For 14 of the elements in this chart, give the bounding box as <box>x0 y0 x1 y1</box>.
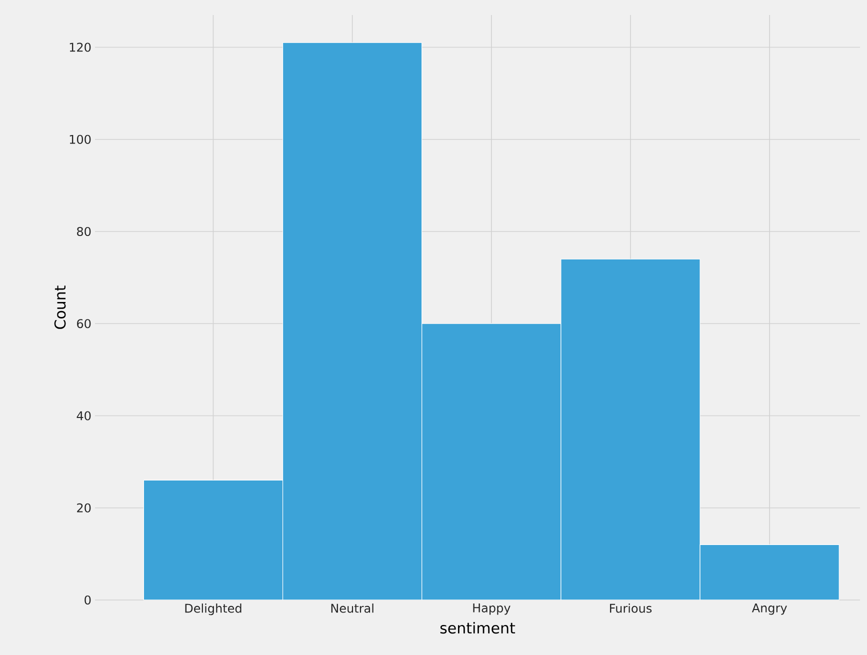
y-tick-label: 0 <box>84 595 91 605</box>
x-tick-label: Happy <box>473 604 510 615</box>
y-tick-label: 20 <box>77 503 91 512</box>
x-tick-label: Neutral <box>331 604 374 613</box>
y-tick-label: 100 <box>70 134 91 144</box>
x-tick-label: Furious <box>610 604 652 613</box>
x-tick-label: Angry <box>752 604 787 615</box>
y-tick-label: 60 <box>77 319 91 328</box>
y-tick-label: 120 <box>70 42 91 52</box>
x-tick-label: Delighted <box>185 604 242 616</box>
y-tick-label: 80 <box>77 226 91 236</box>
x-axis-title: sentiment <box>440 622 516 634</box>
y-axis-title: Count <box>54 286 66 329</box>
y-tick-label: 40 <box>76 411 91 420</box>
